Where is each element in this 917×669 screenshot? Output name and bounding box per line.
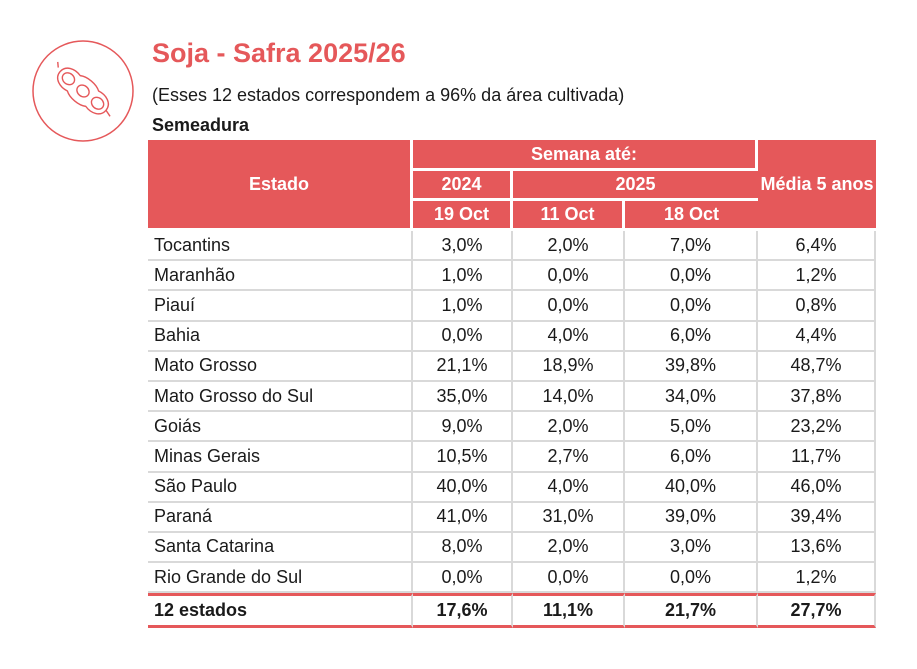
total-cell: 11,1% [513, 593, 625, 629]
value-cell: 0,0% [625, 261, 759, 292]
page-subtitle: (Esses 12 estados correspondem a 96% da … [152, 85, 625, 105]
table-row: Paraná 41,0% 31,0% 39,0% 39,4% [148, 502, 877, 533]
header-estado: Estado [148, 140, 413, 231]
value-cell: 0,0% [625, 563, 759, 594]
header-date-2: 11 Oct [513, 201, 625, 231]
value-cell: 6,0% [625, 321, 759, 352]
table-body: Tocantins 3,0% 2,0% 7,0% 6,4% Maranhão 1,0% 0,0… [148, 231, 877, 594]
table-row: Rio Grande do Sul 0,0% 0,0% 0,0% 1,2% [148, 563, 877, 594]
value-cell: 46,0% [758, 472, 877, 503]
state-name-cell: São Paulo [148, 472, 413, 503]
value-cell: 0,0% [625, 291, 759, 322]
value-cell: 3,0% [625, 532, 759, 564]
value-cell: 31,0% [513, 502, 625, 533]
value-cell: 14,0% [513, 381, 625, 413]
value-cell: 39,4% [758, 502, 877, 533]
state-name-cell: Goiás [148, 412, 413, 443]
value-cell: 48,7% [758, 351, 877, 382]
value-cell: 40,0% [413, 472, 513, 503]
header-year-2024: 2024 [413, 171, 513, 201]
value-cell: 0,0% [413, 321, 513, 352]
value-cell: 0,0% [413, 563, 513, 594]
page-title: Soja - Safra 2025/26 [152, 38, 406, 68]
value-cell: 7,0% [625, 231, 759, 262]
sowing-progress-table: Estado Semana até: Média 5 anos 2024 202… [148, 140, 877, 629]
table-row: Goiás 9,0% 2,0% 5,0% 23,2% [148, 412, 877, 443]
table-row: Santa Catarina 8,0% 2,0% 3,0% 13,6% [148, 532, 877, 564]
value-cell: 4,4% [758, 321, 877, 352]
table-row: Mato Grosso do Sul 35,0% 14,0% 34,0% 37,8% [148, 381, 877, 413]
header-year-2025: 2025 [513, 171, 759, 201]
state-name-cell: Bahia [148, 321, 413, 352]
value-cell: 0,0% [513, 563, 625, 594]
value-cell: 34,0% [625, 381, 759, 413]
state-name-cell: Mato Grosso [148, 351, 413, 382]
total-label: 12 estados [148, 593, 413, 629]
value-cell: 1,0% [413, 291, 513, 322]
value-cell: 23,2% [758, 412, 877, 443]
value-cell: 2,7% [513, 442, 625, 473]
table-row: São Paulo 40,0% 4,0% 40,0% 46,0% [148, 472, 877, 503]
total-cell: 17,6% [413, 593, 513, 629]
state-name-cell: Tocantins [148, 231, 413, 262]
value-cell: 6,0% [625, 442, 759, 473]
value-cell: 18,9% [513, 351, 625, 382]
value-cell: 0,8% [758, 291, 877, 322]
value-cell: 2,0% [513, 231, 625, 262]
table-row: Tocantins 3,0% 2,0% 7,0% 6,4% [148, 231, 877, 262]
table-row: Maranhão 1,0% 0,0% 0,0% 1,2% [148, 261, 877, 292]
header-date-3: 18 Oct [625, 201, 759, 231]
table-row: Minas Gerais 10,5% 2,7% 6,0% 11,7% [148, 442, 877, 473]
value-cell: 21,1% [413, 351, 513, 382]
header-date-1: 19 Oct [413, 201, 513, 231]
header-media: Média 5 anos [758, 140, 877, 231]
value-cell: 6,4% [758, 231, 877, 262]
state-name-cell: Santa Catarina [148, 532, 413, 564]
section-title: Semeadura [152, 115, 250, 135]
value-cell: 39,0% [625, 502, 759, 533]
header-media-label: Média 5 anos [760, 174, 874, 194]
state-name-cell: Rio Grande do Sul [148, 563, 413, 594]
state-name-cell: Paraná [148, 502, 413, 533]
value-cell: 10,5% [413, 442, 513, 473]
value-cell: 40,0% [625, 472, 759, 503]
value-cell: 2,0% [513, 412, 625, 443]
value-cell: 0,0% [513, 261, 625, 292]
value-cell: 35,0% [413, 381, 513, 413]
total-cell: 27,7% [758, 593, 877, 629]
value-cell: 4,0% [513, 472, 625, 503]
value-cell: 3,0% [413, 231, 513, 262]
value-cell: 1,0% [413, 261, 513, 292]
state-name-cell: Mato Grosso do Sul [148, 381, 413, 413]
state-name-cell: Minas Gerais [148, 442, 413, 473]
value-cell: 0,0% [513, 291, 625, 322]
table-row: Mato Grosso 21,1% 18,9% 39,8% 48,7% [148, 351, 877, 382]
value-cell: 4,0% [513, 321, 625, 352]
table-row: Bahia 0,0% 4,0% 6,0% 4,4% [148, 321, 877, 352]
value-cell: 11,7% [758, 442, 877, 473]
value-cell: 1,2% [758, 563, 877, 594]
value-cell: 8,0% [413, 532, 513, 564]
soybean-pod-icon [32, 40, 134, 142]
value-cell: 5,0% [625, 412, 759, 443]
state-name-cell: Maranhão [148, 261, 413, 292]
progress-table-container: Estado Semana até: Média 5 anos 2024 202… [148, 140, 877, 629]
value-cell: 9,0% [413, 412, 513, 443]
header-semana: Semana até: [413, 140, 759, 171]
table-row: Piauí 1,0% 0,0% 0,0% 0,8% [148, 291, 877, 322]
value-cell: 2,0% [513, 532, 625, 564]
value-cell: 37,8% [758, 381, 877, 413]
total-row: 12 estados 17,6% 11,1% 21,7% 27,7% [148, 593, 877, 629]
value-cell: 1,2% [758, 261, 877, 292]
value-cell: 13,6% [758, 532, 877, 564]
state-name-cell: Piauí [148, 291, 413, 322]
value-cell: 41,0% [413, 502, 513, 533]
value-cell: 39,8% [625, 351, 759, 382]
total-cell: 21,7% [625, 593, 759, 629]
